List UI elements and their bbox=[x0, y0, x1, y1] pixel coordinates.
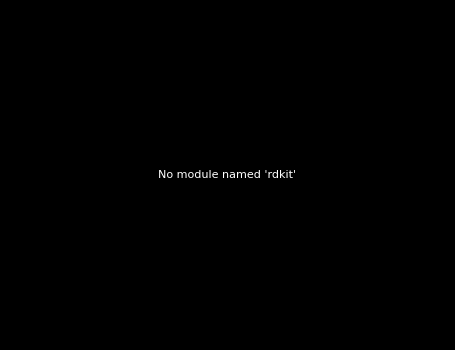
Text: No module named 'rdkit': No module named 'rdkit' bbox=[158, 170, 297, 180]
